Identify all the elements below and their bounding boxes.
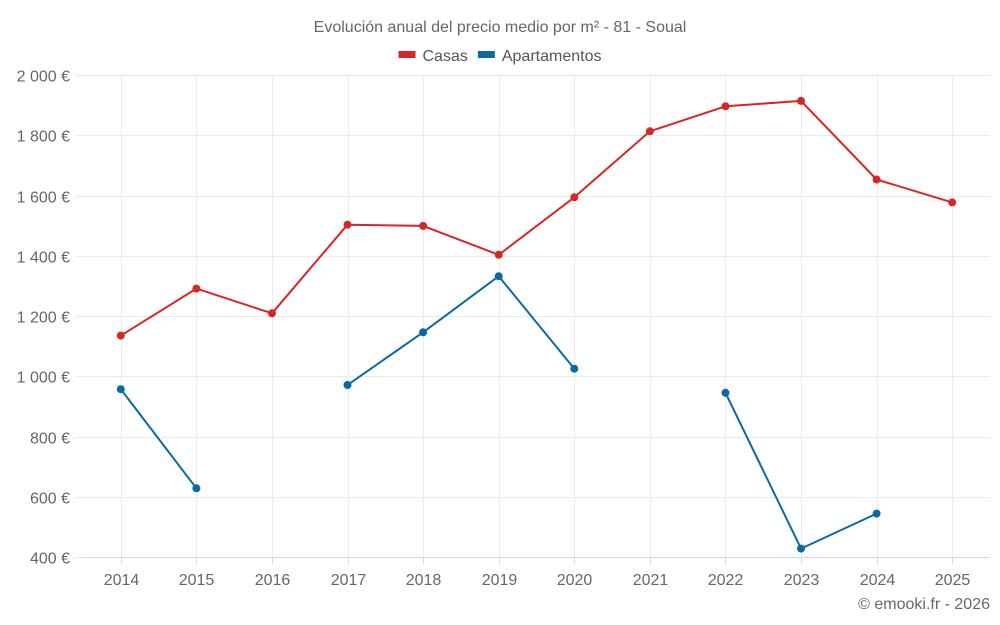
data-point[interactable] [721, 102, 730, 111]
x-tick-label: 2015 [179, 572, 215, 589]
data-point[interactable] [948, 198, 957, 207]
data-point[interactable] [116, 331, 125, 340]
legend-swatch [398, 51, 416, 58]
y-gridlines [83, 75, 990, 498]
y-tick-label: 1 200 € [17, 310, 70, 327]
data-point[interactable] [872, 175, 881, 184]
data-point[interactable] [570, 364, 579, 373]
series-line [119, 388, 198, 490]
data-point[interactable] [192, 484, 201, 493]
y-tick-label: 1 000 € [17, 370, 70, 387]
y-tick-label: 1 400 € [17, 250, 70, 267]
x-axis-ticks: 2014 2015 2016 2017 2018 2019 2020 2021 2022 2023… [104, 557, 971, 589]
data-point[interactable] [419, 328, 428, 337]
series-apartamentos [116, 272, 881, 553]
data-point[interactable] [797, 544, 805, 553]
legend-label: Apartamentos [502, 48, 602, 65]
data-point[interactable] [797, 96, 805, 105]
data-point[interactable] [343, 381, 352, 389]
data-point[interactable] [343, 220, 352, 229]
data-point[interactable] [570, 193, 579, 202]
x-tick-label: 2022 [708, 572, 744, 589]
data-point[interactable] [494, 250, 503, 259]
legend-label: Casas [423, 48, 468, 65]
x-tick-label: 2025 [935, 572, 971, 589]
data-point[interactable] [645, 127, 654, 136]
chart-title: Evolución anual del precio medio por m² … [314, 19, 687, 36]
data-point[interactable] [268, 309, 276, 318]
x-tick-label: 2018 [406, 572, 442, 589]
y-tick-label: 1 800 € [17, 129, 70, 146]
data-point[interactable] [721, 388, 730, 397]
series-line [119, 99, 954, 337]
legend-item-casas[interactable]: Casas [398, 48, 468, 65]
data-point[interactable] [419, 221, 428, 230]
legend-swatch [477, 51, 495, 58]
y-tick-label: 600 € [30, 491, 70, 508]
y-tick-label: 800 € [30, 431, 70, 448]
data-point[interactable] [116, 385, 125, 394]
series [116, 96, 957, 553]
series-line [346, 275, 576, 386]
x-tick-label: 2019 [482, 572, 518, 589]
y-tick-label: 2 000 € [17, 69, 70, 86]
x-tick-label: 2020 [557, 572, 593, 589]
y-axis-ticks: 400 € 600 € 800 € 1 000 € 1 200 € 1 400 € 1 60… [17, 69, 83, 568]
data-point[interactable] [494, 272, 503, 281]
x-tick-label: 2017 [331, 572, 367, 589]
credit-text: © emooki.fr - 2026 [858, 596, 990, 613]
x-tick-label: 2014 [104, 572, 140, 589]
x-tick-label: 2016 [255, 572, 291, 589]
y-tick-label: 1 600 € [17, 190, 70, 207]
x-tick-label: 2024 [860, 572, 896, 589]
y-tick-label: 400 € [30, 551, 70, 568]
x-tick-label: 2021 [633, 572, 669, 589]
series-casas [116, 96, 957, 340]
legend: Casas Apartamentos [398, 48, 602, 65]
data-point[interactable] [192, 284, 201, 293]
x-tick-label: 2023 [784, 572, 820, 589]
x-gridlines [121, 75, 953, 557]
legend-item-apartamentos[interactable]: Apartamentos [477, 48, 602, 65]
data-point[interactable] [872, 509, 881, 518]
